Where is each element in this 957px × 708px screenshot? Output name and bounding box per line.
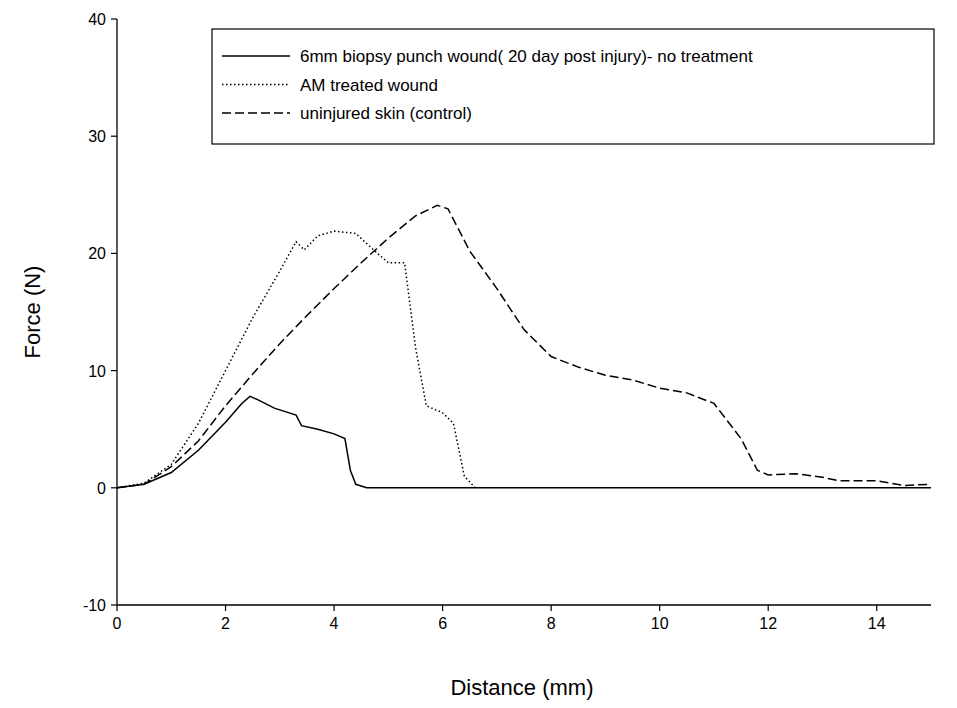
y-tick (111, 253, 117, 254)
x-tick (659, 605, 660, 611)
x-tick-label: 10 (651, 615, 669, 632)
y-tick-label: 20 (88, 245, 106, 262)
series-line (117, 205, 931, 487)
x-tick (551, 605, 552, 611)
y-axis (116, 19, 117, 605)
x-tick-label: 6 (438, 615, 447, 632)
x-axis (117, 604, 931, 605)
legend-box (212, 29, 934, 144)
x-axis-label: Distance (mm) (450, 675, 593, 700)
y-tick-label: 30 (88, 128, 106, 145)
x-tick-label: 2 (221, 615, 230, 632)
x-tick (225, 605, 226, 611)
series-line (117, 396, 931, 487)
x-tick (333, 605, 334, 611)
y-axis-label: Force (N) (20, 266, 45, 359)
x-tick-label: 4 (330, 615, 339, 632)
x-tick (876, 605, 877, 611)
legend-swatch (222, 55, 290, 57)
x-tick-label: 12 (759, 615, 777, 632)
x-tick-label: 8 (547, 615, 556, 632)
y-tick (111, 604, 117, 605)
series-line (117, 231, 475, 488)
y-tick (111, 136, 117, 137)
x-tick (442, 605, 443, 611)
x-tick (116, 605, 117, 611)
y-tick-label: -10 (83, 597, 106, 614)
plot-area (117, 205, 931, 487)
y-tick-label: 10 (88, 363, 106, 380)
y-tick (111, 18, 117, 19)
x-tick-label: 14 (868, 615, 886, 632)
x-tick (768, 605, 769, 611)
chart: 0 2 4 6 8 10 12 14 -10 0 10 20 30 40 Distance (mm) Forc… (0, 0, 957, 708)
y-tick (111, 370, 117, 371)
y-tick-label: 0 (97, 480, 106, 497)
legend-label: uninjured skin (control) (300, 104, 472, 123)
legend-label: AM treated wound (300, 76, 438, 95)
legend-swatch (222, 84, 290, 86)
y-tick-label: 40 (88, 11, 106, 28)
y-tick (111, 487, 117, 488)
x-tick-label: 0 (113, 615, 122, 632)
legend-label: 6mm biopsy punch wound( 20 day post inju… (300, 47, 753, 66)
legend-swatch (222, 112, 290, 114)
legend: 6mm biopsy punch wound( 20 day post inju… (212, 29, 934, 144)
